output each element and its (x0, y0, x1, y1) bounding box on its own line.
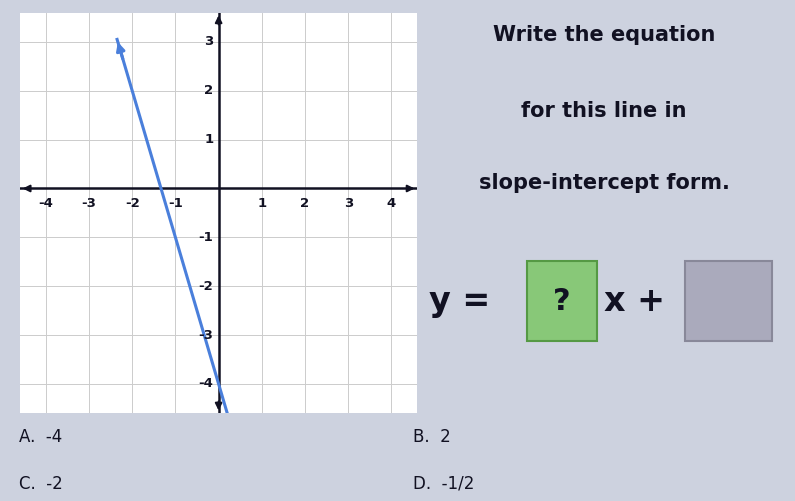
Text: 1: 1 (204, 133, 213, 146)
Text: A.  -4: A. -4 (19, 428, 63, 446)
Text: 1: 1 (258, 197, 266, 210)
Text: 2: 2 (204, 84, 213, 97)
Text: -2: -2 (125, 197, 140, 210)
Text: -2: -2 (199, 280, 213, 293)
Text: y =: y = (429, 285, 502, 318)
Text: -4: -4 (38, 197, 53, 210)
Text: -4: -4 (199, 377, 213, 390)
FancyBboxPatch shape (684, 261, 773, 341)
Text: D.  -1/2: D. -1/2 (413, 475, 475, 492)
Text: -1: -1 (199, 231, 213, 244)
Text: -3: -3 (199, 329, 213, 342)
Text: 2: 2 (301, 197, 309, 210)
Text: slope-intercept form.: slope-intercept form. (479, 173, 730, 193)
Text: ?: ? (553, 287, 571, 316)
Text: 3: 3 (343, 197, 353, 210)
Text: 4: 4 (387, 197, 396, 210)
Text: x +: x + (604, 285, 677, 318)
Text: B.  2: B. 2 (413, 428, 451, 446)
FancyBboxPatch shape (527, 261, 597, 341)
Text: C.  -2: C. -2 (19, 475, 64, 492)
Text: -1: -1 (168, 197, 183, 210)
Text: 3: 3 (204, 36, 213, 49)
Text: Write the equation: Write the equation (493, 25, 716, 45)
Text: -3: -3 (82, 197, 96, 210)
Text: for this line in: for this line in (522, 101, 687, 121)
